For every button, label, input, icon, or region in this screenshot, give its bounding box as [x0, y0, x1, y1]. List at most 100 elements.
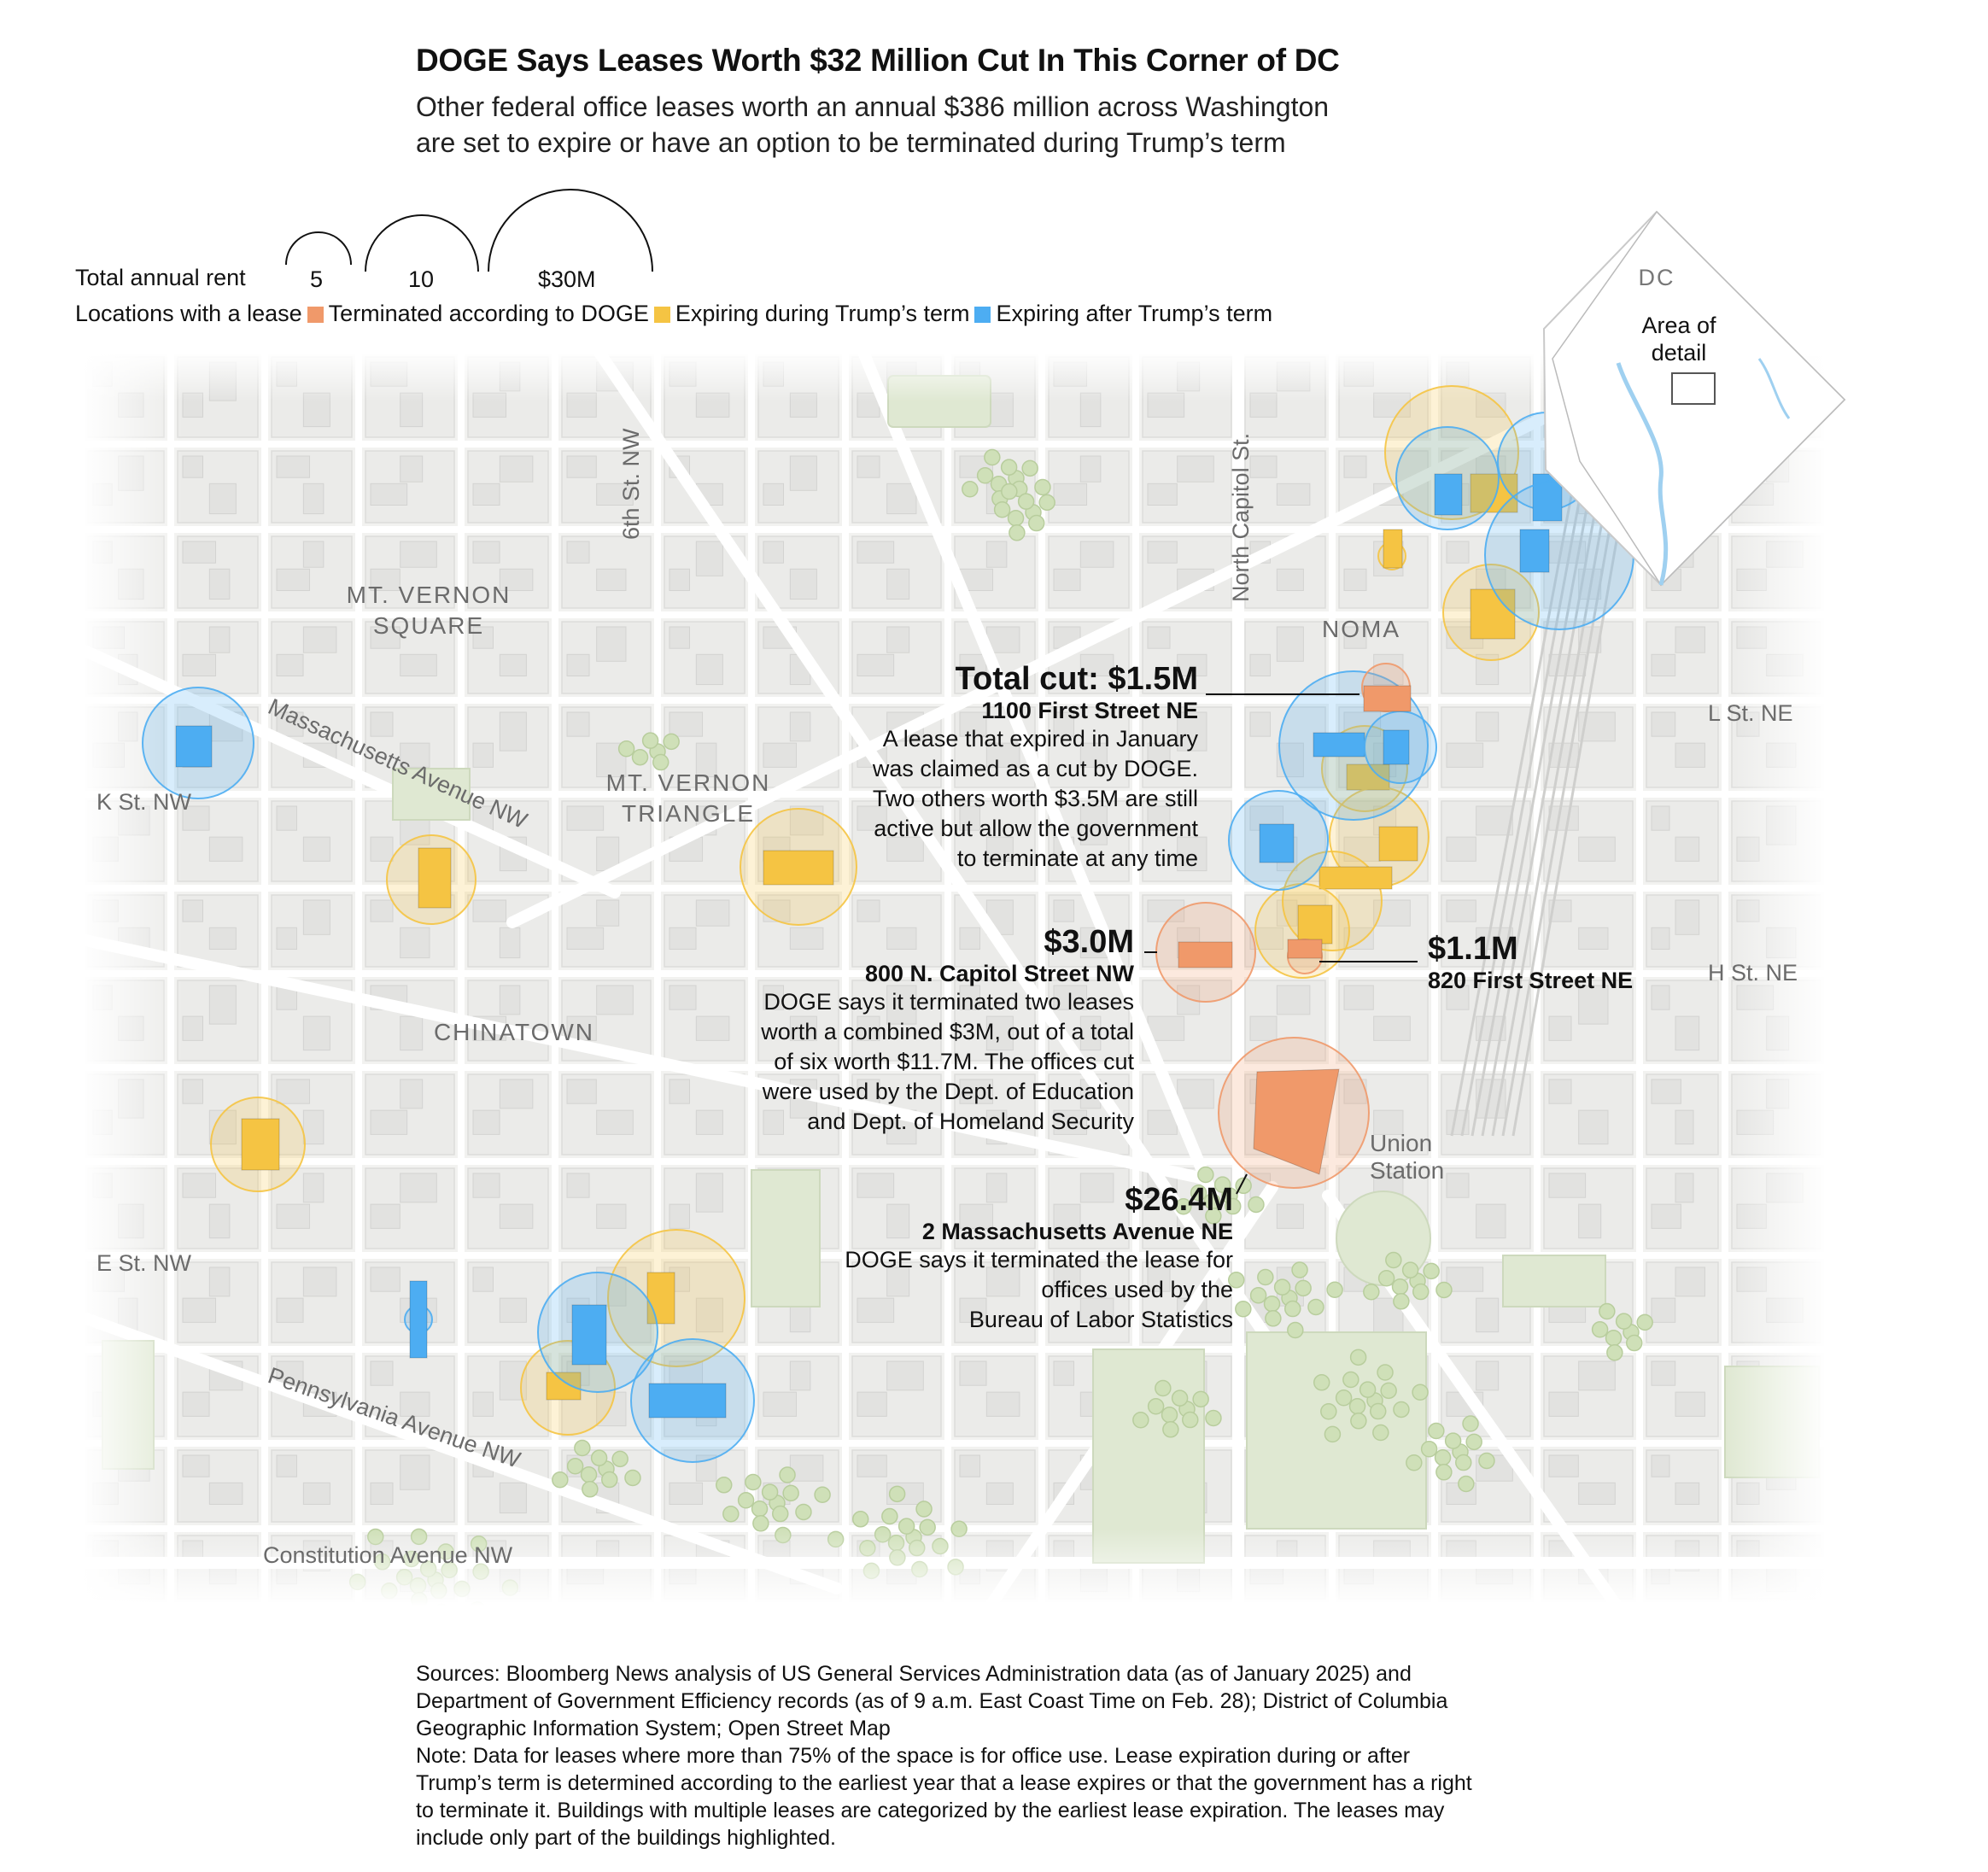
- building-footprint: [857, 805, 887, 831]
- tree: [1372, 1424, 1389, 1442]
- building-footprint: [208, 626, 231, 653]
- tree: [751, 1500, 769, 1518]
- lease-location: [630, 1338, 755, 1463]
- tree: [1606, 1344, 1623, 1361]
- tree: [590, 1449, 608, 1466]
- tree: [1377, 1269, 1395, 1287]
- building-footprint: [1249, 711, 1271, 737]
- tree: [1435, 1464, 1453, 1481]
- building-footprint: [596, 836, 620, 872]
- sources-note: Sources: Bloomberg News analysis of US G…: [416, 1660, 1483, 1852]
- building-footprint: [1079, 653, 1114, 677]
- building-footprint: [1373, 1109, 1404, 1135]
- building-footprint: [208, 483, 237, 515]
- annotation-1100-first-street: Total cut: $1.5M 1100 First Street NE A …: [873, 661, 1198, 874]
- building-footprint: [566, 653, 590, 677]
- building-footprint: [400, 927, 430, 959]
- building-footprint: [1079, 1297, 1114, 1323]
- terminated-swatch: [307, 307, 324, 323]
- building-footprint: [276, 1360, 304, 1386]
- building-footprint: [1651, 1203, 1681, 1229]
- building-footprint: [302, 836, 330, 862]
- building-footprint: [370, 1267, 401, 1292]
- leased-building: [1178, 941, 1233, 968]
- tree: [1162, 1421, 1179, 1438]
- landmark-label: Station: [1370, 1157, 1444, 1184]
- tree: [715, 1477, 733, 1494]
- tree: [888, 1485, 906, 1503]
- building-footprint: [1446, 742, 1484, 768]
- building-footprint: [1079, 742, 1108, 768]
- leased-building: [571, 1304, 607, 1366]
- building-footprint: [182, 1391, 210, 1417]
- building-footprint: [596, 568, 627, 592]
- building-footprint: [302, 1109, 325, 1145]
- lease-location: [1228, 790, 1329, 891]
- tree: [1599, 1302, 1616, 1320]
- tree: [722, 1506, 740, 1523]
- annotation-820-first-street: $1.1M 820 First Street NE: [1428, 931, 1633, 994]
- leased-building: [1434, 473, 1463, 516]
- building-footprint: [1651, 1297, 1676, 1323]
- building-footprint: [959, 985, 980, 1010]
- leased-building: [1297, 904, 1333, 945]
- tree: [1175, 1198, 1192, 1215]
- tree: [1385, 1251, 1402, 1269]
- building-footprint: [789, 1454, 824, 1482]
- leased-building: [1313, 732, 1365, 758]
- tree: [1155, 1379, 1172, 1397]
- tree: [1192, 1390, 1209, 1408]
- building-footprint: [763, 483, 784, 506]
- building-footprint: [566, 1079, 597, 1104]
- building-footprint: [1053, 1203, 1081, 1229]
- tree: [1406, 1454, 1423, 1471]
- tree: [1393, 1401, 1410, 1419]
- tree: [1324, 1425, 1342, 1443]
- building-footprint: [1276, 899, 1298, 927]
- building-footprint: [959, 927, 980, 951]
- tree: [624, 1469, 641, 1487]
- building-footprint: [472, 626, 494, 649]
- building-footprint: [1651, 1454, 1670, 1477]
- building-footprint: [596, 1109, 634, 1135]
- size-legend-label: Total annual rent: [75, 265, 246, 290]
- building-footprint: [208, 1203, 231, 1239]
- building-footprint: [1675, 1109, 1694, 1145]
- building-footprint: [566, 805, 605, 831]
- tree: [574, 1439, 591, 1457]
- building-footprint: [985, 1173, 1008, 1203]
- building-footprint: [208, 568, 231, 600]
- building-footprint: [985, 836, 1014, 862]
- annotation-value: $26.4M: [1125, 1182, 1233, 1218]
- building-footprint: [886, 1360, 924, 1391]
- building-footprint: [789, 455, 817, 491]
- tree: [1342, 1371, 1359, 1389]
- tree: [1377, 1364, 1394, 1381]
- building-footprint: [985, 1391, 1020, 1417]
- building-footprint: [1079, 1173, 1114, 1203]
- annotation-address: 800 N. Capitol Street NW: [864, 961, 1134, 986]
- building-footprint: [1446, 541, 1470, 564]
- lease-location: [210, 1097, 306, 1192]
- tree: [1320, 1403, 1337, 1420]
- building-footprint: [1053, 985, 1088, 1010]
- building-footprint: [695, 1109, 723, 1135]
- tree: [1434, 1448, 1452, 1466]
- building-footprint: [1177, 1079, 1214, 1109]
- building-footprint: [1675, 1482, 1700, 1506]
- building-footprint: [302, 626, 337, 653]
- building-footprint: [695, 1173, 723, 1213]
- building-footprint: [182, 1015, 203, 1041]
- tree: [1428, 1422, 1445, 1440]
- building-footprint: [669, 626, 690, 649]
- inset-label: Area of: [1641, 313, 1716, 338]
- leased-building: [763, 850, 834, 886]
- tree: [1349, 1348, 1367, 1366]
- building-footprint: [985, 1267, 1020, 1297]
- lease-location: [1361, 663, 1412, 712]
- expiring-during-swatch: [653, 307, 670, 323]
- building-footprint: [1651, 1360, 1676, 1386]
- tree: [1190, 1184, 1207, 1202]
- building-footprint: [669, 927, 697, 951]
- building-footprint: [763, 899, 791, 922]
